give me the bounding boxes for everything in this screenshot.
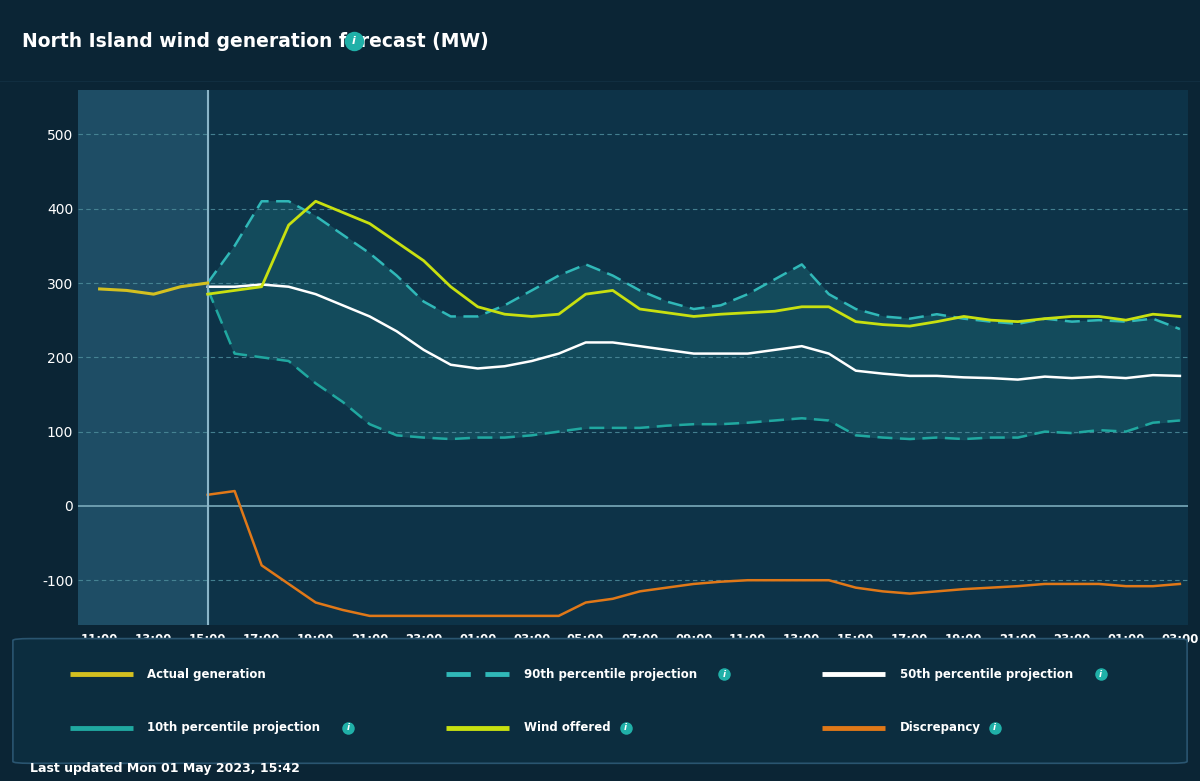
- FancyBboxPatch shape: [13, 639, 1187, 763]
- Text: 10th percentile projection: 10th percentile projection: [148, 721, 320, 734]
- Text: 50th percentile projection: 50th percentile projection: [900, 668, 1073, 681]
- Text: i: i: [1099, 670, 1103, 679]
- Text: i: i: [347, 723, 350, 732]
- Text: i: i: [352, 36, 356, 46]
- Text: Actual generation: Actual generation: [148, 668, 266, 681]
- Text: Discrepancy: Discrepancy: [900, 721, 980, 734]
- Text: 90th percentile projection: 90th percentile projection: [523, 668, 697, 681]
- Text: Wind offered: Wind offered: [523, 721, 611, 734]
- Bar: [72, 90, 208, 625]
- Text: i: i: [722, 670, 726, 679]
- Text: i: i: [994, 723, 996, 732]
- Text: i: i: [624, 723, 628, 732]
- Text: Last updated Mon 01 May 2023, 15:42: Last updated Mon 01 May 2023, 15:42: [30, 761, 300, 775]
- Text: North Island wind generation forecast (MW): North Island wind generation forecast (M…: [22, 31, 488, 51]
